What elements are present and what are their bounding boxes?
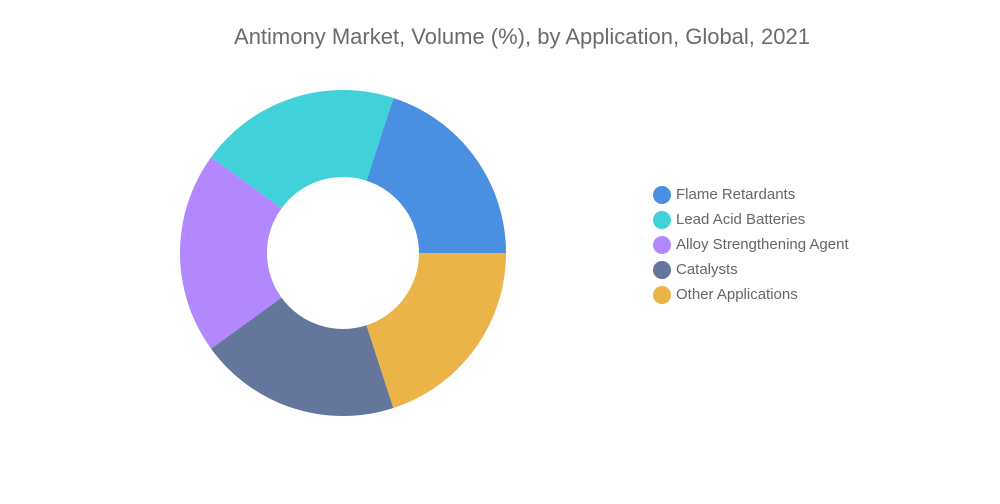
legend-label: Alloy Strengthening Agent bbox=[676, 236, 849, 253]
legend-marker bbox=[653, 286, 671, 304]
donut-segment bbox=[211, 297, 394, 416]
donut-segment bbox=[366, 97, 506, 254]
legend-marker bbox=[653, 186, 671, 204]
donut-segment bbox=[211, 90, 394, 209]
legend-label: Flame Retardants bbox=[676, 186, 795, 203]
legend-label: Catalysts bbox=[676, 261, 738, 278]
legend-marker bbox=[653, 261, 671, 279]
legend-label: Lead Acid Batteries bbox=[676, 211, 805, 228]
legend-label: Other Applications bbox=[676, 286, 798, 303]
legend-marker bbox=[653, 236, 671, 254]
donut-segment bbox=[180, 157, 282, 349]
legend-marker bbox=[653, 211, 671, 229]
donut-segment bbox=[366, 253, 506, 409]
chart-title: Antimony Market, Volume (%), by Applicat… bbox=[234, 24, 810, 49]
